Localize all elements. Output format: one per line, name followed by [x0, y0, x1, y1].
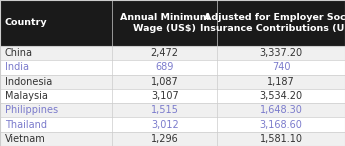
Text: 3,107: 3,107 — [151, 91, 179, 101]
Bar — [217, 0, 345, 46]
Bar — [0, 117, 112, 132]
Text: Annual Minimum
Wage (US$): Annual Minimum Wage (US$) — [120, 13, 209, 33]
Bar — [217, 89, 345, 103]
Bar — [112, 60, 217, 75]
Text: 1,581.10: 1,581.10 — [260, 134, 303, 144]
Text: Philippines: Philippines — [5, 105, 58, 115]
Text: 3,534.20: 3,534.20 — [259, 91, 303, 101]
Text: 740: 740 — [272, 62, 290, 72]
Text: China: China — [5, 48, 33, 58]
Text: 1,515: 1,515 — [151, 105, 179, 115]
Bar — [112, 103, 217, 117]
Bar — [0, 89, 112, 103]
Text: Vietnam: Vietnam — [5, 134, 46, 144]
Bar — [112, 75, 217, 89]
Bar — [112, 0, 217, 46]
Bar — [112, 89, 217, 103]
Text: 689: 689 — [156, 62, 174, 72]
Bar — [217, 103, 345, 117]
Bar — [0, 103, 112, 117]
Text: Indonesia: Indonesia — [5, 77, 52, 87]
Text: Malaysia: Malaysia — [5, 91, 48, 101]
Bar — [112, 46, 217, 60]
Bar — [0, 0, 112, 46]
Bar — [217, 60, 345, 75]
Text: 1,648.30: 1,648.30 — [260, 105, 303, 115]
Bar — [112, 117, 217, 132]
Text: 3,168.60: 3,168.60 — [260, 120, 303, 130]
Bar — [217, 75, 345, 89]
Text: 1,296: 1,296 — [151, 134, 179, 144]
Bar — [0, 46, 112, 60]
Text: 1,187: 1,187 — [267, 77, 295, 87]
Text: 3,337.20: 3,337.20 — [259, 48, 303, 58]
Text: Thailand: Thailand — [5, 120, 47, 130]
Text: 2,472: 2,472 — [151, 48, 179, 58]
Text: India: India — [5, 62, 29, 72]
Text: Adjusted for Employer Social
Insurance Contributions (US$): Adjusted for Employer Social Insurance C… — [200, 13, 345, 33]
Text: 3,012: 3,012 — [151, 120, 179, 130]
Bar — [112, 132, 217, 146]
Bar — [217, 117, 345, 132]
Bar — [217, 46, 345, 60]
Text: 1,087: 1,087 — [151, 77, 179, 87]
Bar — [0, 0, 345, 46]
Bar — [217, 132, 345, 146]
Bar — [0, 132, 112, 146]
Bar — [0, 75, 112, 89]
Bar — [0, 60, 112, 75]
Text: Country: Country — [5, 19, 48, 27]
